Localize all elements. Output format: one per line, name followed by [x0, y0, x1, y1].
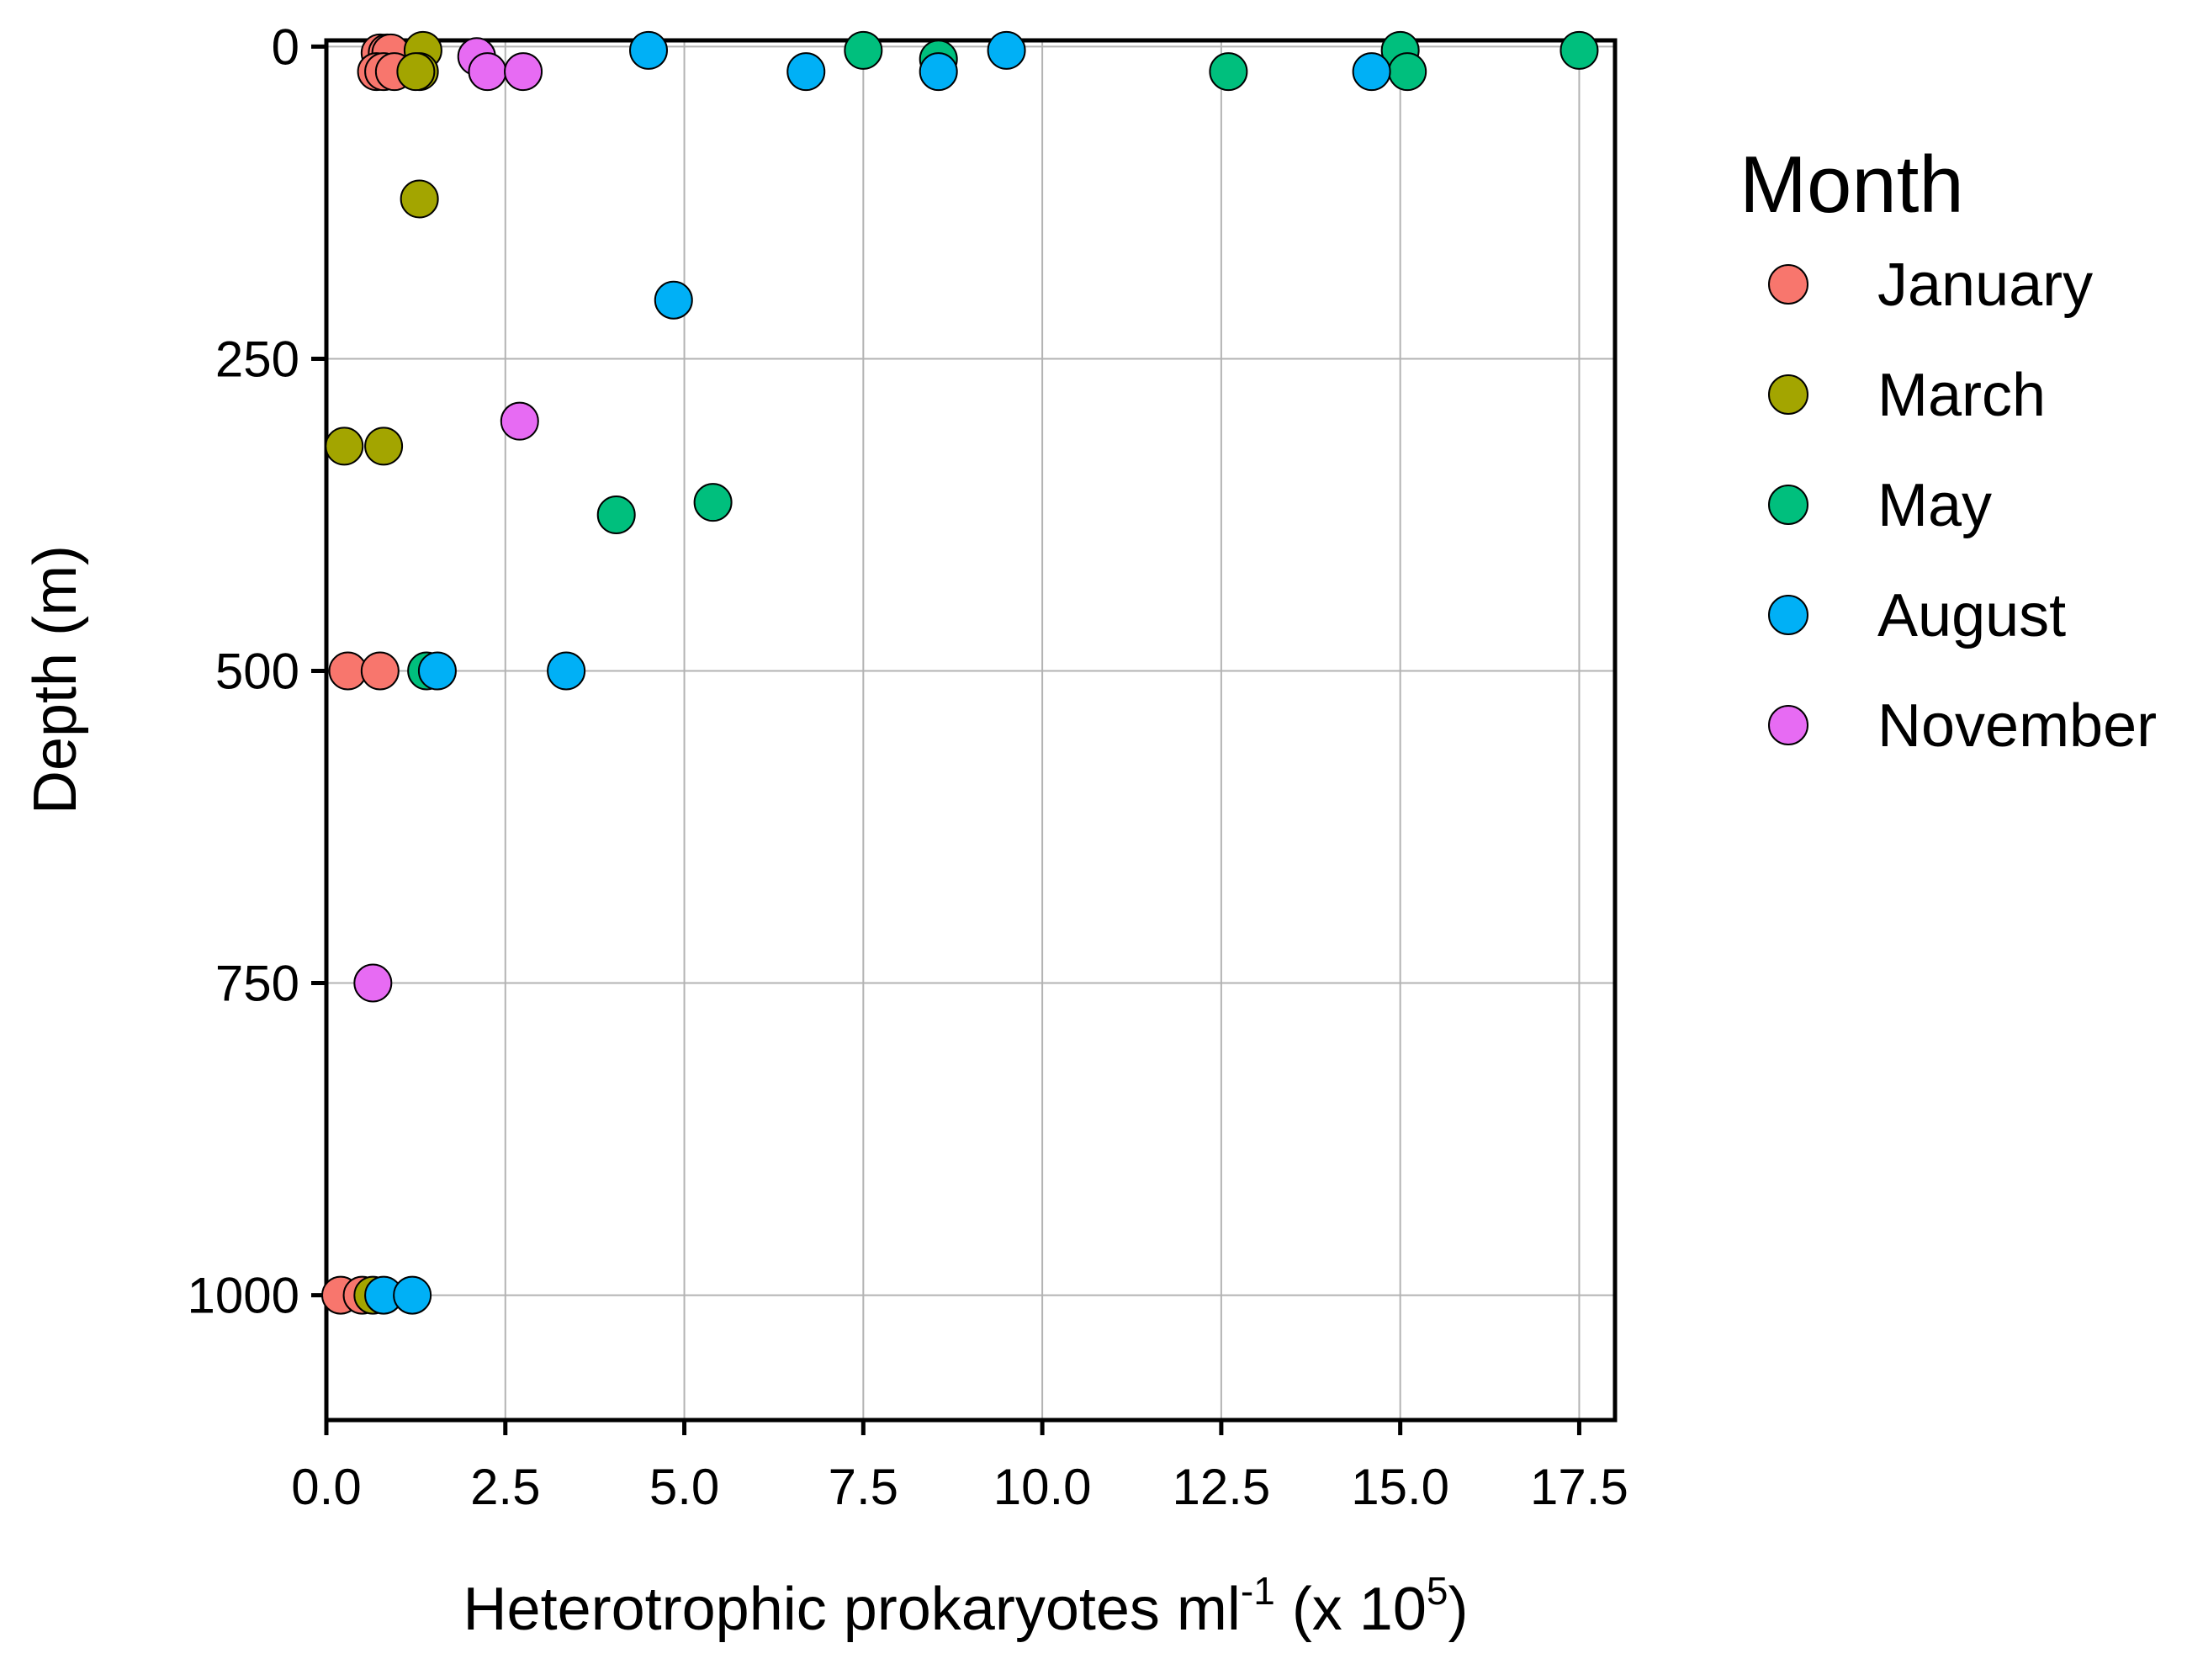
- data-point: [1352, 52, 1391, 92]
- x-axis-title-main: Heterotrophic prokaryotes ml: [463, 1576, 1241, 1643]
- data-point: [364, 427, 404, 466]
- axis-labels: Depth (m) Heterotrophic prokaryotes ml-1…: [22, 545, 1468, 1643]
- axes: 0.0 2.5 5.0 7.5 10.0 12.5 15.0 17.5 0 250 500 750 10…: [188, 19, 1628, 1515]
- legend: Month January March May August November: [1740, 140, 2157, 760]
- y-tick-label: 0: [272, 19, 299, 75]
- series-may: [407, 30, 1599, 691]
- legend-label: August: [1877, 582, 2066, 649]
- series-august: [364, 30, 1391, 1315]
- x-axis-title-mid: (x 10: [1275, 1576, 1427, 1643]
- x-tick-label: 7.5: [829, 1459, 898, 1515]
- data-point: [500, 401, 539, 441]
- x-tick-label: 12.5: [1172, 1459, 1270, 1515]
- data-point: [468, 52, 507, 92]
- legend-item-november: November: [1768, 692, 2157, 760]
- x-axis-title: Heterotrophic prokaryotes ml-1 (x 105): [463, 1569, 1469, 1643]
- data-point: [396, 52, 436, 92]
- data-point: [596, 495, 636, 534]
- data-point: [629, 30, 668, 70]
- legend-item-january: January: [1768, 252, 2093, 319]
- data-point: [400, 179, 439, 219]
- x-tick-label: 2.5: [470, 1459, 540, 1515]
- x-tick-label: 0.0: [291, 1459, 361, 1515]
- x-axis-title-end: ): [1448, 1576, 1468, 1643]
- x-tick-label: 15.0: [1351, 1459, 1449, 1515]
- data-point: [547, 651, 586, 691]
- legend-marker: [1768, 485, 1808, 525]
- x-tick-label: 17.5: [1530, 1459, 1628, 1515]
- data-point: [987, 30, 1026, 70]
- data-point: [393, 1275, 432, 1315]
- data-point: [1209, 52, 1248, 92]
- x-tick-label: 10.0: [993, 1459, 1092, 1515]
- data-point: [1559, 30, 1599, 70]
- y-tick-label: 1000: [188, 1268, 299, 1324]
- legend-item-march: March: [1768, 362, 2046, 429]
- data-point: [654, 280, 693, 320]
- data-point: [360, 651, 400, 691]
- legend-item-may: May: [1768, 472, 1992, 539]
- legend-label: May: [1877, 472, 1992, 539]
- data-point: [919, 52, 958, 92]
- legend-marker: [1768, 705, 1808, 745]
- data-point: [353, 963, 393, 1003]
- series-november: [353, 37, 543, 1003]
- data-point: [504, 52, 543, 92]
- x-tick-label: 5.0: [649, 1459, 719, 1515]
- data-point: [844, 30, 883, 70]
- data-point: [693, 483, 733, 522]
- x-axis-title-sup2: 5: [1427, 1569, 1448, 1613]
- y-tick-label: 500: [215, 644, 299, 700]
- plot-frame: [324, 38, 1618, 1423]
- legend-label: November: [1877, 692, 2157, 760]
- legend-marker: [1768, 264, 1808, 305]
- legend-item-august: August: [1768, 582, 2066, 649]
- legend-title: Month: [1740, 140, 1964, 230]
- legend-label: January: [1877, 252, 2093, 319]
- data-point: [325, 427, 364, 466]
- data-point: [786, 52, 826, 92]
- y-axis-title: Depth (m): [22, 545, 89, 814]
- data-points: [321, 30, 1599, 1315]
- legend-marker: [1768, 374, 1808, 415]
- legend-marker: [1768, 595, 1808, 635]
- x-axis-title-sup1: -1: [1241, 1569, 1275, 1613]
- legend-label: March: [1877, 362, 2046, 429]
- data-point: [417, 651, 457, 691]
- series-january: [321, 33, 414, 1315]
- y-tick-label: 250: [215, 331, 299, 387]
- data-point: [1388, 52, 1427, 92]
- grid: [326, 40, 1615, 1420]
- y-tick-label: 750: [215, 956, 299, 1012]
